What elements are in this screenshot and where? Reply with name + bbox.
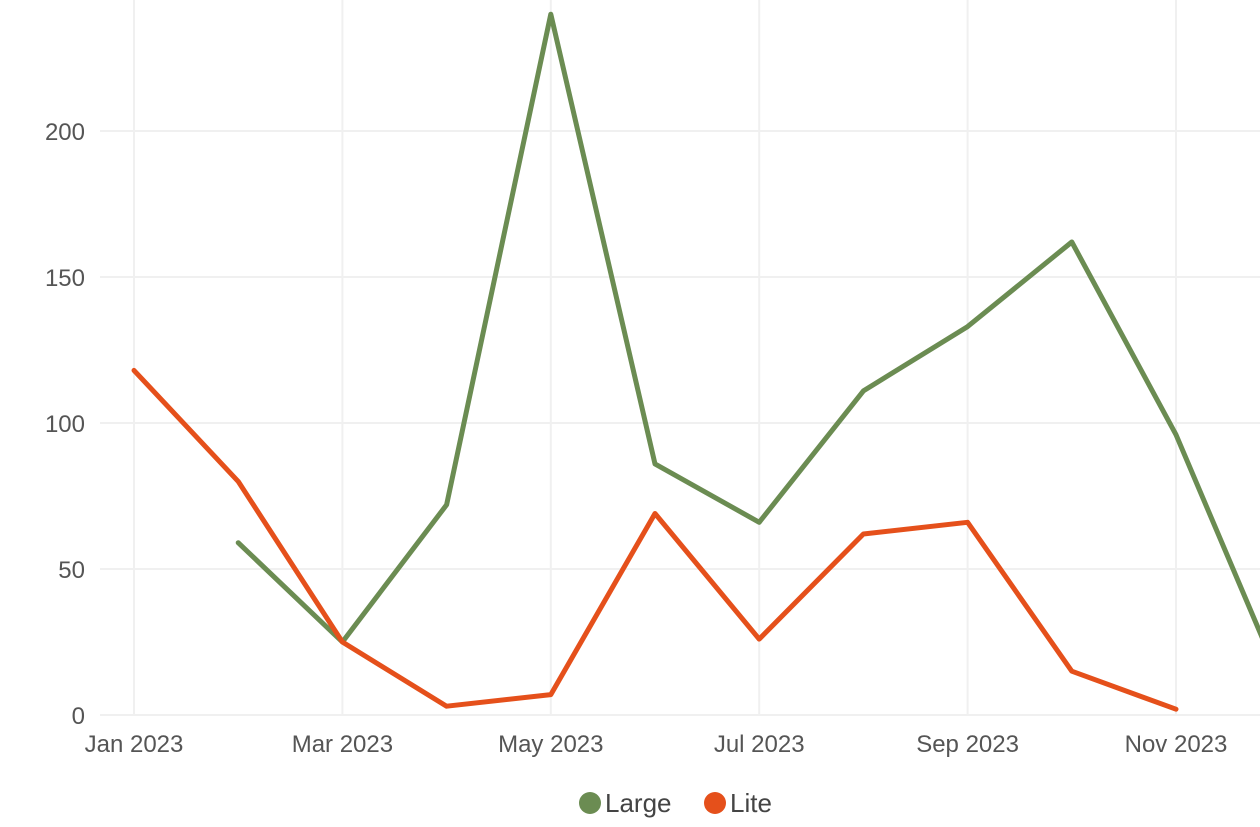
series-line-large xyxy=(235,11,1260,645)
x-tick-label-4: Sep 2023 xyxy=(916,731,1019,758)
legend-label-large: Large xyxy=(605,788,672,818)
x-axis-ticks: Jan 2023 Mar 2023 May 2023 Jul 2023 Sep 2023… xyxy=(85,731,1228,758)
legend: Large Lite xyxy=(579,788,772,818)
x-tick-label-3: Jul 2023 xyxy=(714,731,805,758)
legend-label-lite: Lite xyxy=(730,788,772,818)
series-line-lite xyxy=(131,367,1179,712)
y-tick-label-50: 50 xyxy=(58,557,85,584)
series-layer xyxy=(131,11,1260,712)
x-tick-label-1: Mar 2023 xyxy=(292,731,393,758)
x-tick-label-5: Nov 2023 xyxy=(1125,731,1228,758)
y-axis-ticks: 0 50 100 150 200 xyxy=(45,119,85,730)
y-tick-label-200: 200 xyxy=(45,119,85,146)
grid-layer xyxy=(100,0,1260,716)
x-tick-label-0: Jan 2023 xyxy=(85,731,184,758)
legend-marker-large xyxy=(579,792,601,814)
y-tick-label-0: 0 xyxy=(72,703,85,730)
x-tick-label-2: May 2023 xyxy=(498,731,603,758)
legend-marker-lite xyxy=(704,792,726,814)
y-tick-label-100: 100 xyxy=(45,411,85,438)
y-tick-label-150: 150 xyxy=(45,265,85,292)
